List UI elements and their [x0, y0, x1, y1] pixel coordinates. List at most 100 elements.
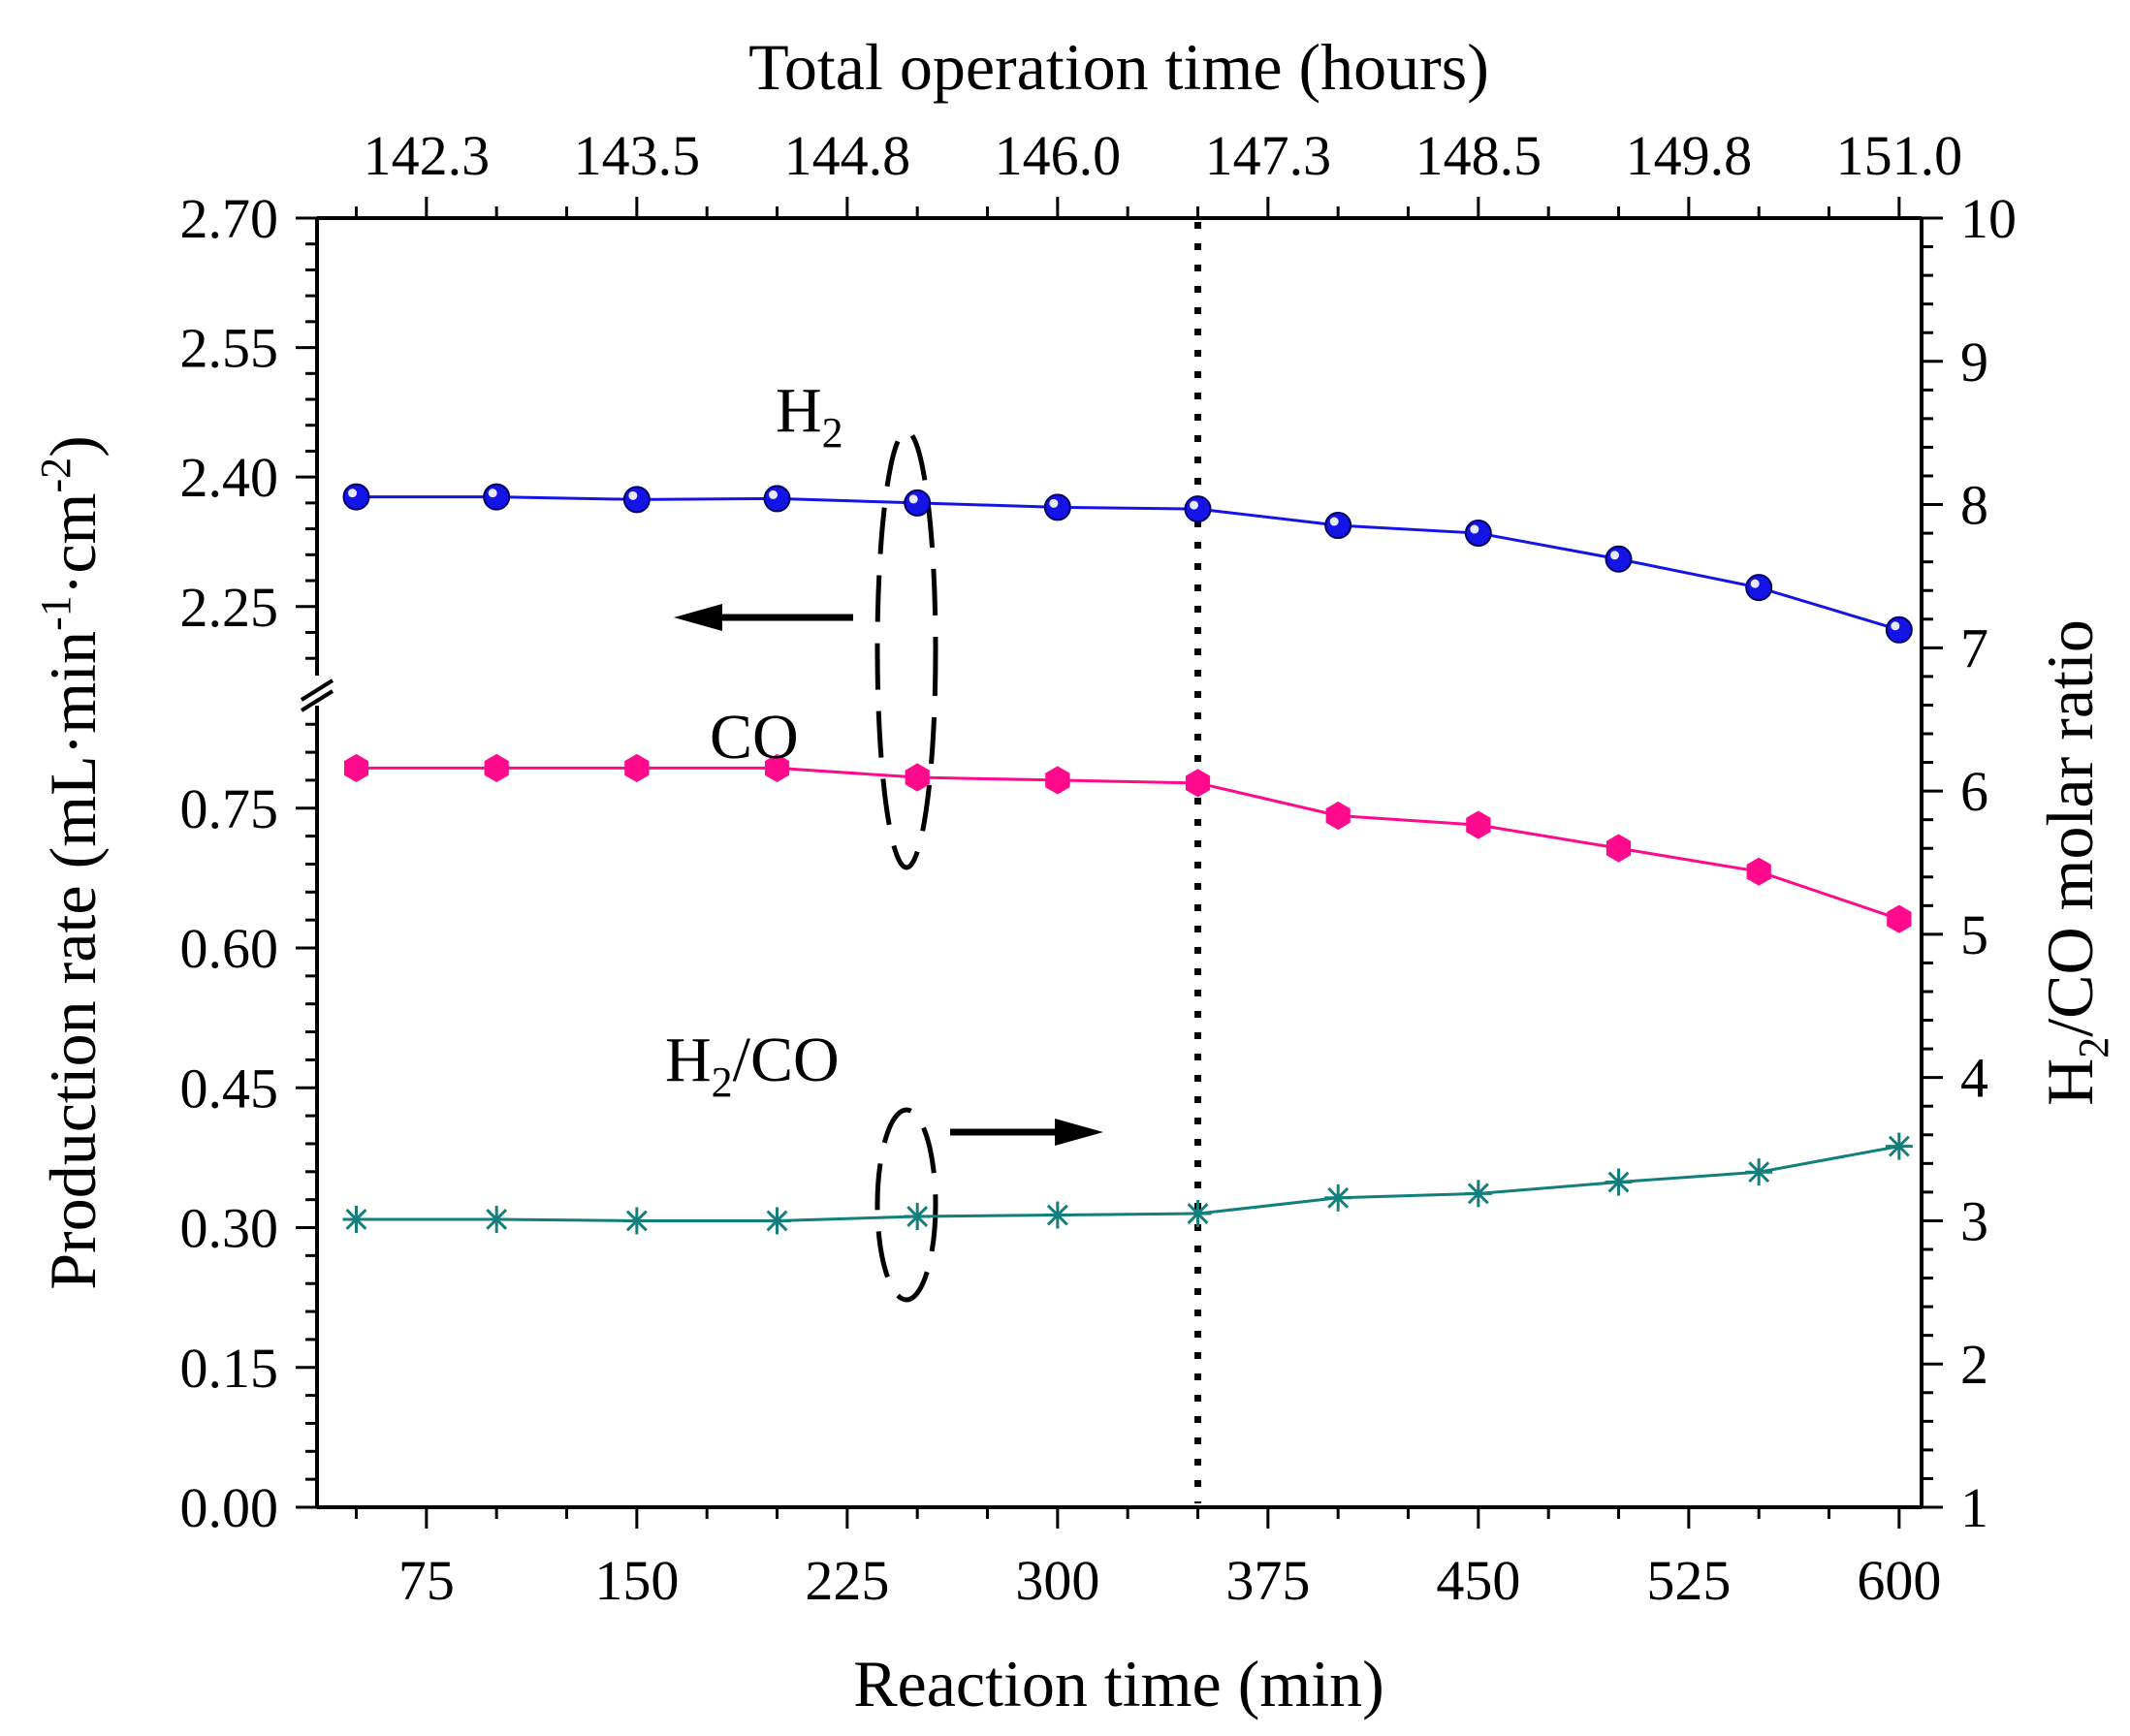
h2-data-point: [342, 483, 370, 511]
y-right-axis-title: H2/CO molar ratio: [2033, 619, 2117, 1106]
y-left-tick-label: 0.45: [180, 1057, 279, 1120]
h2-data-point-highlight: [1049, 498, 1059, 508]
x-tick-label: 225: [805, 1549, 889, 1612]
x-tick-label: 600: [1857, 1549, 1941, 1612]
x-axis-title: Reaction time (min): [853, 1647, 1384, 1720]
ratio-data-point-stroke: [1046, 1204, 1068, 1226]
co-data-point: [1605, 834, 1632, 863]
axis-break-mark: [300, 689, 334, 712]
axis-break-mark: [300, 679, 334, 702]
ratio-data-point-stroke: [906, 1206, 929, 1227]
series-line-h2-co: [356, 1145, 1900, 1222]
right-arrow: [950, 1119, 1103, 1146]
h2-data-point: [1043, 493, 1071, 521]
h2-data-point-highlight: [1470, 524, 1479, 534]
series-line-h2: [356, 495, 1900, 632]
y-left-axis-title: Production rate (mL·min-1·cm-2): [32, 435, 110, 1290]
h2-data-point: [904, 489, 932, 517]
top-tick-label: 149.8: [1626, 124, 1753, 187]
y-left-tick-label: 2.25: [180, 576, 279, 639]
y-left-tick-label: 0.00: [180, 1476, 279, 1539]
co-data-point: [1466, 810, 1491, 839]
h2-data-point-highlight: [1329, 517, 1339, 526]
y-right-tick-label: 3: [1960, 1189, 1988, 1252]
y-right-tick-label: 9: [1960, 331, 1988, 394]
co-annotation: CO: [710, 702, 799, 773]
y-right-tick-label: 5: [1960, 903, 1988, 966]
x-tick-label: 525: [1646, 1549, 1731, 1612]
co-data-point: [343, 753, 369, 782]
top-axis-title: Total operation time (hours): [748, 30, 1489, 104]
ratio-data-point: [904, 1203, 932, 1231]
series-line-co: [356, 766, 1900, 921]
x-tick-label: 300: [1015, 1549, 1099, 1612]
co-data-point: [905, 763, 930, 792]
plot-frame: [300, 216, 1923, 1509]
y-left-tick-label: 0.75: [180, 777, 279, 840]
co-data-point: [1887, 904, 1912, 933]
h2-data-point-highlight: [1190, 500, 1199, 510]
x-tick-label: 75: [398, 1549, 455, 1612]
co-data-point: [1746, 857, 1771, 886]
left-arrow: [674, 604, 853, 631]
ratio-data-point: [483, 1205, 511, 1233]
y-left-tick-label: 0.60: [180, 917, 279, 980]
ratio-data-point: [1605, 1168, 1633, 1196]
h2-data-point: [1745, 574, 1773, 602]
ratio-data-point: [1885, 1132, 1913, 1160]
h2-data-point: [1184, 495, 1212, 523]
y-left-tick-label: 0.15: [180, 1337, 279, 1400]
x-tick-label: 375: [1225, 1549, 1310, 1612]
y-right-tick-label: 4: [1960, 1047, 1988, 1110]
top-tick-label: 146.0: [995, 124, 1122, 187]
h2-data-point-highlight: [1750, 579, 1760, 588]
tick-labels: 75142.3150143.5225144.8300146.0375147.34…: [180, 124, 2018, 1612]
h2-data-point-highlight: [488, 489, 497, 498]
h2-data-point-highlight: [769, 489, 779, 499]
y-left-tick-label: 2.70: [180, 187, 279, 250]
x-tick-label: 150: [594, 1549, 679, 1612]
ratio-data-point-stroke: [625, 1210, 648, 1232]
y-right-tick-label: 8: [1960, 474, 1988, 537]
ratio-data-point-stroke: [1888, 1135, 1910, 1157]
h2-data-point: [1605, 545, 1633, 573]
ratio-data-point: [1043, 1201, 1071, 1229]
ratio-data-point: [1324, 1184, 1352, 1212]
top-tick-label: 148.5: [1415, 124, 1542, 187]
ratio-annotation: H2/CO: [665, 1025, 840, 1106]
h2-data-point: [1324, 512, 1352, 540]
ratio-data-point-stroke: [486, 1209, 508, 1230]
ratio-data-point-stroke: [1327, 1186, 1350, 1209]
h2-data-point: [483, 483, 511, 511]
h2-data-point-highlight: [908, 494, 918, 504]
x-tick-label: 450: [1436, 1549, 1520, 1612]
h2-data-point-highlight: [1891, 621, 1900, 631]
y-right-tick-label: 10: [1960, 187, 2017, 250]
top-tick-label: 143.5: [574, 124, 701, 187]
y-right-tick-label: 7: [1960, 616, 1988, 679]
ratio-data-point-stroke: [766, 1210, 788, 1232]
co-data-point: [624, 753, 650, 782]
y-left-tick-label: 2.40: [180, 446, 279, 509]
h2-data-point-highlight: [628, 490, 638, 500]
h2-data-point-highlight: [1610, 551, 1620, 560]
ratio-data-point: [622, 1207, 651, 1235]
ratio-data-point-stroke: [345, 1209, 367, 1230]
h2-data-point: [622, 486, 651, 514]
y-right-tick-label: 6: [1960, 760, 1988, 823]
h2-data-point-highlight: [348, 489, 358, 498]
h2-data-point: [1464, 520, 1492, 548]
co-data-point: [1045, 766, 1070, 795]
ratio-data-point: [763, 1207, 791, 1235]
top-tick-label: 151.0: [1836, 124, 1963, 187]
ratio-data-point: [1464, 1180, 1492, 1208]
ratio-data-point: [1745, 1158, 1773, 1186]
h2-data-point: [1885, 615, 1913, 644]
top-tick-label: 147.3: [1205, 124, 1332, 187]
ratio-data-point-stroke: [1607, 1171, 1630, 1193]
h2-co-group-ellipse: [874, 428, 938, 870]
top-tick-label: 142.3: [364, 124, 491, 187]
ratio-data-point-stroke: [1748, 1161, 1770, 1184]
ratio-group-ellipse: [874, 1107, 938, 1303]
